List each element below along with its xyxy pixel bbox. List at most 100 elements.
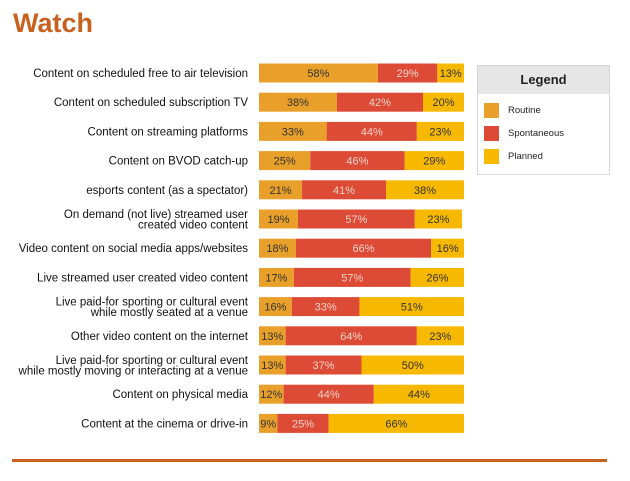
bottom-rule <box>12 459 607 462</box>
bar-segment-spontaneous <box>295 238 432 258</box>
category-label: Live paid-for sporting or cultural event… <box>56 296 249 319</box>
data-label-spontaneous: 57% <box>341 272 363 284</box>
data-label-routine: 13% <box>261 331 283 343</box>
data-label-planned: 38% <box>414 185 436 197</box>
bar-segment-routine <box>259 297 292 317</box>
bar-segment-planned <box>386 180 464 200</box>
bar-segment-routine <box>259 151 311 171</box>
category-label: Video content on social media apps/websi… <box>19 243 249 255</box>
data-label-planned: 51% <box>401 302 423 314</box>
bar-segment-spontaneous <box>297 209 415 229</box>
bar-segment-spontaneous <box>291 297 360 317</box>
data-label-planned: 26% <box>426 272 448 284</box>
data-label-spontaneous: 44% <box>361 126 383 138</box>
legend-title: Legend <box>478 66 609 94</box>
bar-segment-routine <box>259 238 296 258</box>
data-label-spontaneous: 37% <box>313 360 335 372</box>
category-label: On demand (not live) streamed user create… <box>64 209 249 232</box>
data-label-routine: 13% <box>261 360 283 372</box>
bar-segment-routine <box>259 209 298 229</box>
data-label-routine: 9% <box>260 418 276 430</box>
data-label-planned: 66% <box>385 418 407 430</box>
bar-segment-planned <box>328 413 464 433</box>
data-label-planned: 44% <box>408 389 430 401</box>
data-label-planned: 13% <box>440 68 462 80</box>
category-label: Other video content on the internet <box>71 331 249 343</box>
category-label: Content on streaming platforms <box>88 126 249 138</box>
legend-item-routine: Routine <box>484 102 541 118</box>
bar-segment-spontaneous <box>285 355 362 375</box>
legend-label-spontaneous: Spontaneous <box>508 127 564 139</box>
data-label-routine: 17% <box>265 272 287 284</box>
bar-segment-routine <box>259 267 294 287</box>
data-label-spontaneous: 66% <box>353 243 375 255</box>
data-label-spontaneous: 64% <box>340 331 362 343</box>
bar-segment-spontaneous <box>336 92 423 112</box>
bar-segment-spontaneous <box>302 180 387 200</box>
data-label-planned: 16% <box>437 243 459 255</box>
data-label-routine: 18% <box>266 243 288 255</box>
legend-item-planned: Planned <box>484 148 543 164</box>
category-label: Content on scheduled subscription TV <box>54 97 248 109</box>
bar-segment-routine <box>259 326 286 346</box>
bar-segment-planned <box>410 267 464 287</box>
data-label-planned: 20% <box>432 97 454 109</box>
data-label-routine: 33% <box>282 126 304 138</box>
data-label-spontaneous: 29% <box>397 68 419 80</box>
legend-swatch-planned <box>484 148 499 164</box>
legend-label-planned: Planned <box>508 150 543 162</box>
data-label-spontaneous: 42% <box>369 97 391 109</box>
bar-segment-spontaneous <box>377 63 438 83</box>
bar-segment-planned <box>373 384 464 404</box>
bar-segment-planned <box>423 92 464 112</box>
legend-item-spontaneous: Spontaneous <box>484 125 564 141</box>
bar-segment-spontaneous <box>283 384 374 404</box>
data-label-planned: 23% <box>427 214 449 226</box>
bar-segment-routine <box>259 180 303 200</box>
data-label-routine: 25% <box>274 156 296 168</box>
data-label-planned: 23% <box>429 126 451 138</box>
bar-segment-planned <box>416 121 464 141</box>
bar-segment-spontaneous <box>326 121 417 141</box>
category-label: Live streamed user created video content <box>37 272 249 284</box>
legend: Legend Routine Spontaneous Planned <box>477 65 610 175</box>
bar-segment-routine <box>259 121 327 141</box>
data-label-spontaneous: 46% <box>346 156 368 168</box>
bar-segment-planned <box>416 326 464 346</box>
bar-segment-routine <box>259 63 378 83</box>
bar-segment-planned <box>431 238 464 258</box>
bar-segment-planned <box>361 355 464 375</box>
data-label-spontaneous: 33% <box>315 302 337 314</box>
category-label: Live paid-for sporting or cultural event… <box>18 355 249 378</box>
bar-segment-planned <box>404 151 464 171</box>
bar-segment-spontaneous <box>310 151 405 171</box>
data-label-routine: 58% <box>307 68 329 80</box>
legend-swatch-routine <box>484 102 499 118</box>
data-label-planned: 50% <box>402 360 424 372</box>
legend-swatch-spontaneous <box>484 125 499 141</box>
data-label-routine: 12% <box>260 389 282 401</box>
category-label: esports content (as a spectator) <box>86 185 248 197</box>
bar-segment-routine <box>259 355 286 375</box>
legend-label-routine: Routine <box>508 104 541 116</box>
category-label: Content on BVOD catch-up <box>109 156 248 168</box>
data-label-spontaneous: 25% <box>292 418 314 430</box>
data-label-routine: 16% <box>264 302 286 314</box>
bar-segment-planned <box>414 209 462 229</box>
category-label: Content on scheduled free to air televis… <box>33 68 248 80</box>
bar-segment-planned <box>359 297 464 317</box>
bar-segment-spontaneous <box>293 267 411 287</box>
data-label-spontaneous: 44% <box>318 389 340 401</box>
bar-segment-routine <box>259 384 284 404</box>
category-label: Content at the cinema or drive-in <box>81 418 248 430</box>
data-label-spontaneous: 41% <box>333 185 355 197</box>
data-label-spontaneous: 57% <box>345 214 367 226</box>
bar-segment-planned <box>437 63 464 83</box>
data-label-planned: 23% <box>429 331 451 343</box>
data-label-planned: 29% <box>423 156 445 168</box>
data-label-routine: 21% <box>270 185 292 197</box>
data-label-routine: 38% <box>287 97 309 109</box>
bar-segment-routine <box>259 92 337 112</box>
bar-segment-routine <box>259 413 278 433</box>
page-title: Watch <box>13 8 93 38</box>
